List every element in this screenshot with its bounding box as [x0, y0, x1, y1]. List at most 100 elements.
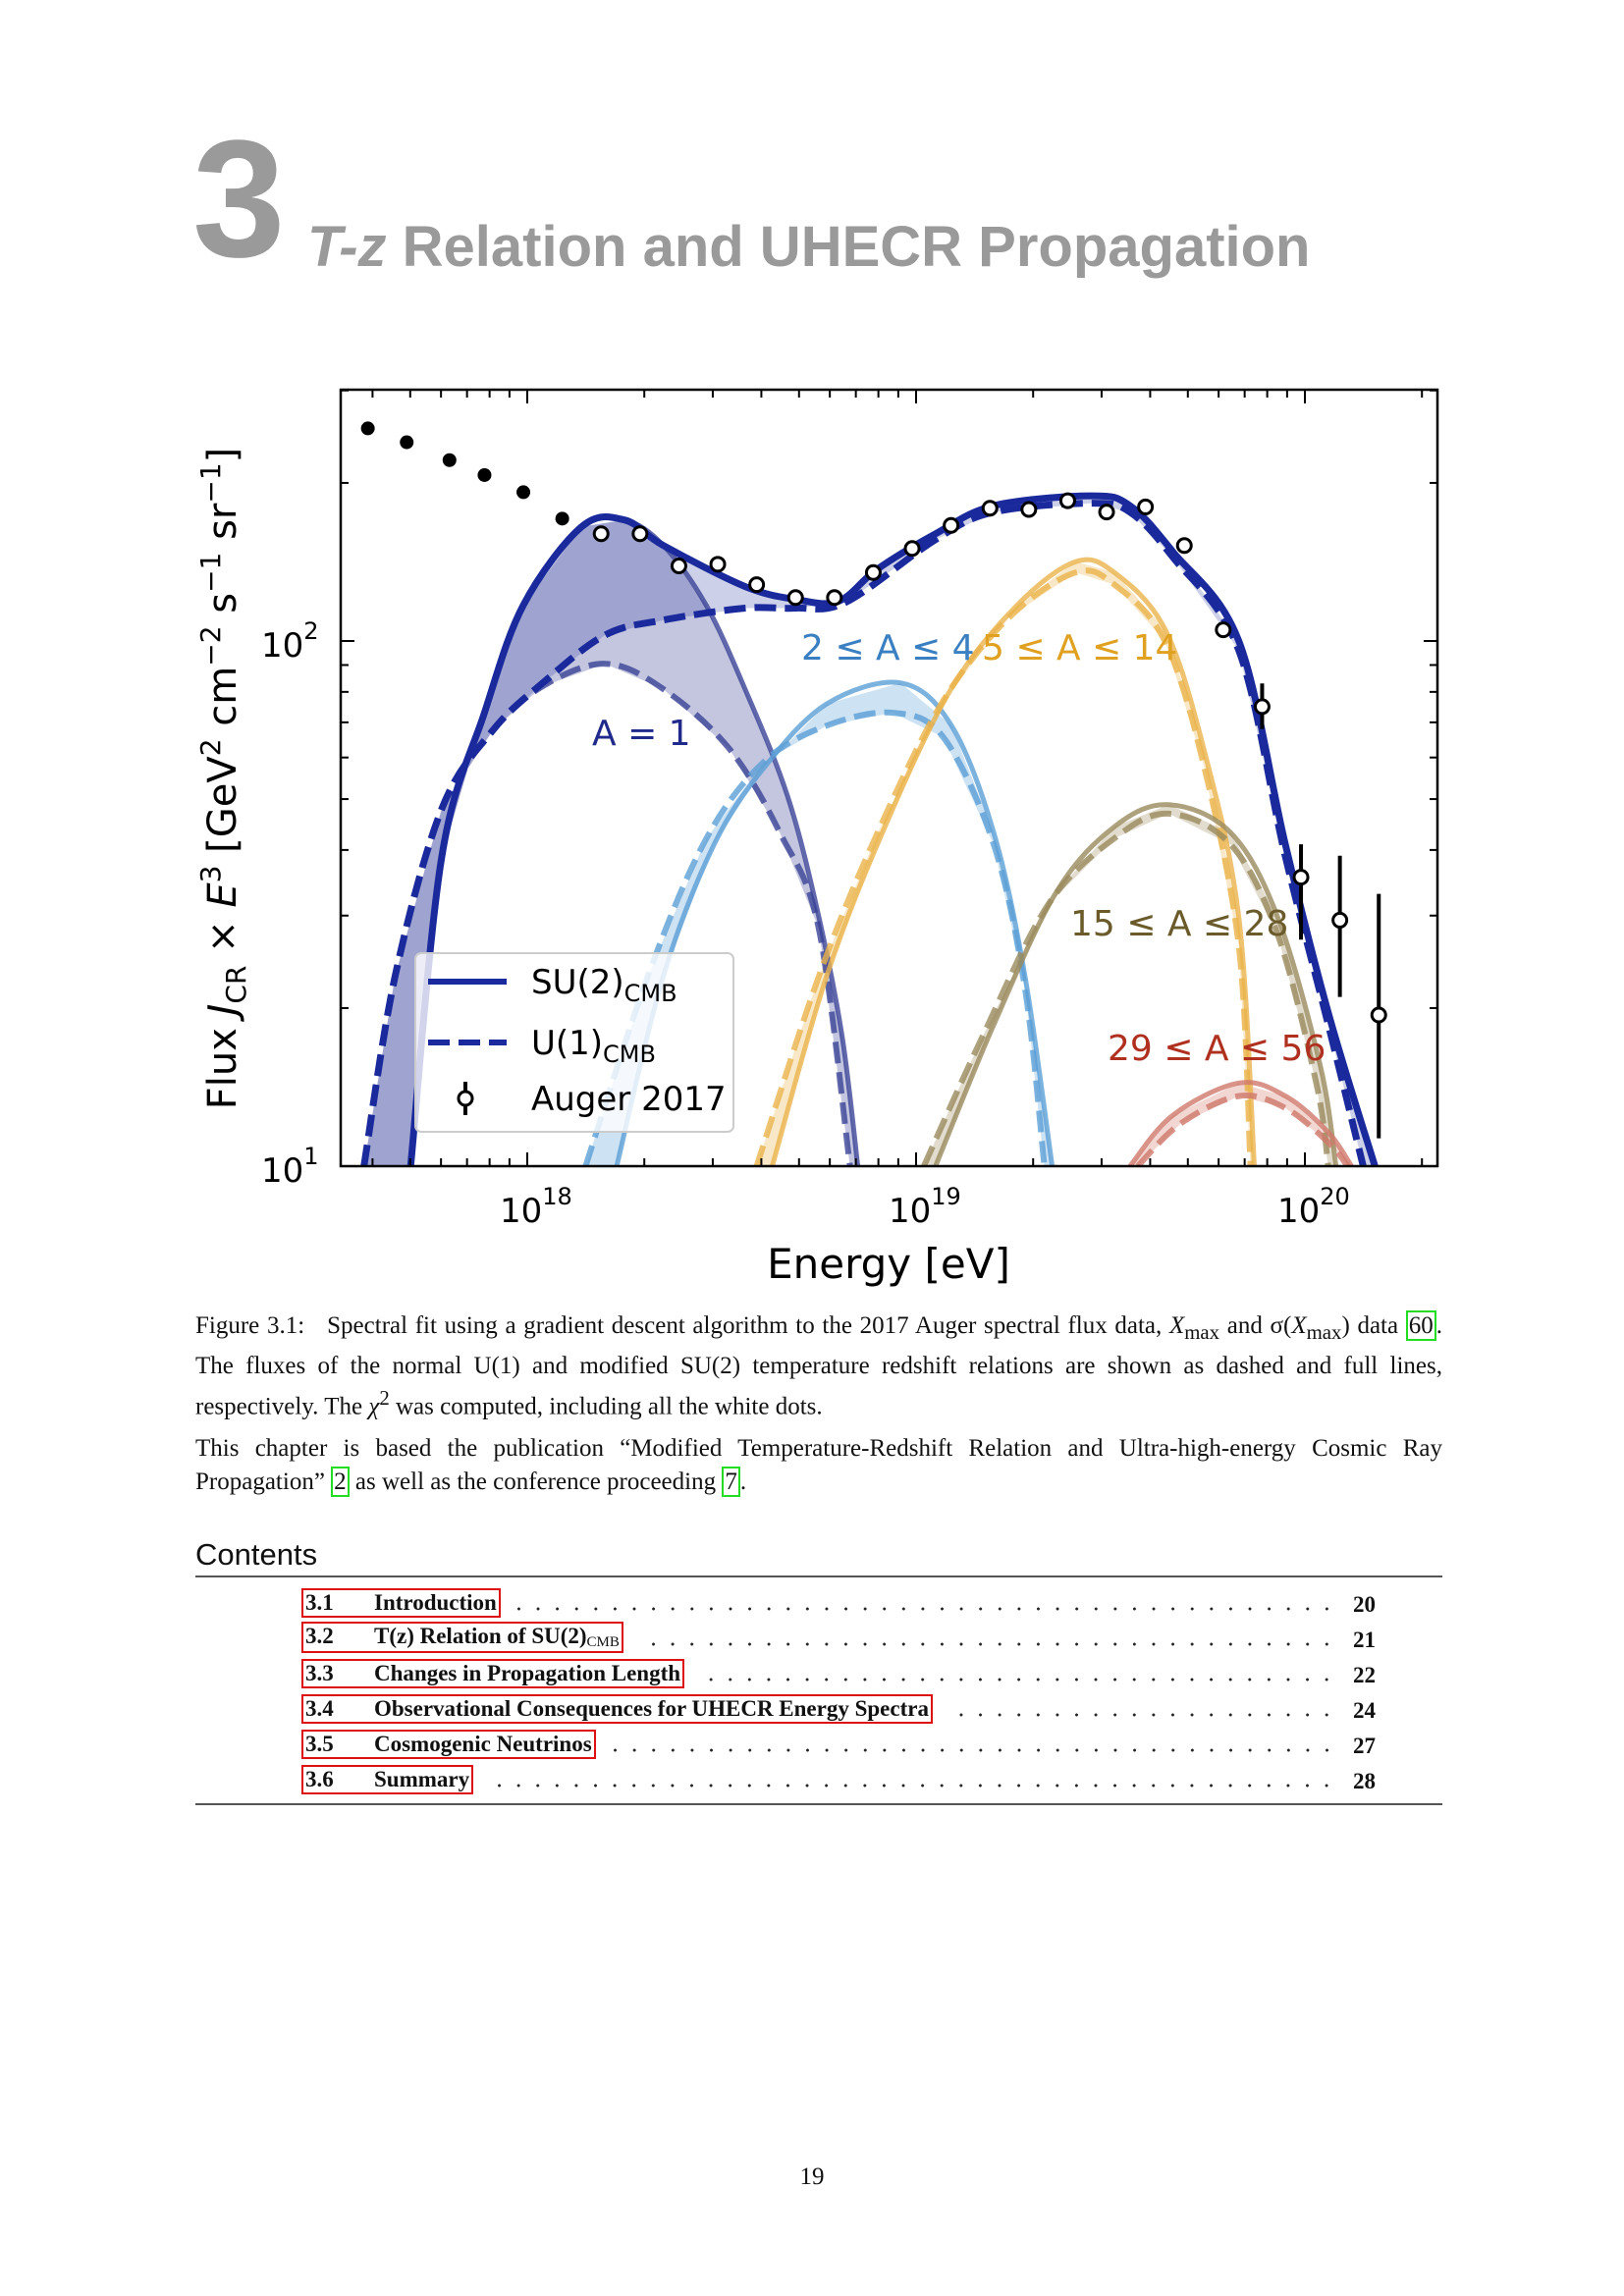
caption-math-sup: 2 — [379, 1386, 390, 1410]
data-point-white — [748, 576, 766, 594]
toc-title-text: Observational Consequences for UHECR Ene… — [374, 1696, 929, 1721]
tick-base: 10 — [500, 1192, 542, 1231]
toc-link[interactable]: 3.6 Summary — [301, 1765, 474, 1794]
band-15-a-28 — [923, 804, 1336, 1166]
data-point-white — [1098, 504, 1115, 521]
caption-label: Figure 3.1: — [195, 1312, 305, 1339]
toc-page-number: 21 — [1353, 1628, 1376, 1652]
toc-link[interactable]: 3.2 T(z) Relation of SU(2)CMB — [301, 1622, 623, 1653]
plot-frame — [339, 388, 1439, 1168]
label-29-a-56: 29 ≤ A ≤ 56 — [1108, 1029, 1326, 1069]
y-axis-label-part: ] — [200, 448, 245, 463]
solid-line-29-a-56 — [1127, 1080, 1354, 1166]
legend-frame — [414, 952, 734, 1133]
data-point-black — [477, 467, 492, 482]
tick-exponent: 20 — [1320, 1183, 1350, 1210]
paragraph-text: as well as the conference proceeding — [349, 1468, 723, 1495]
toc-leader-dots — [946, 1712, 1336, 1718]
toc-link[interactable]: 3.5 Cosmogenic Neutrinos — [301, 1730, 596, 1759]
toc-number: 3.6 — [305, 1767, 334, 1791]
legend-marker-icon — [457, 1090, 474, 1107]
y-axis-label-part: −1 — [194, 553, 227, 593]
toc-leader-dots — [636, 1641, 1336, 1647]
toc-page-number: 20 — [1353, 1592, 1376, 1617]
citation-link[interactable]: 2 — [331, 1466, 350, 1497]
data-point-white — [1292, 869, 1310, 886]
figure-caption: Figure 3.1: Spectral fit using a gradien… — [195, 1309, 1442, 1423]
toc-page-number: 28 — [1353, 1769, 1376, 1793]
citation-link[interactable]: 7 — [722, 1466, 740, 1497]
label-5-a-14: 5 ≤ A ≤ 14 — [982, 628, 1177, 668]
paragraph-text: This chapter is based the publication “M… — [195, 1435, 1442, 1495]
y-axis-label-part: sr — [200, 503, 245, 553]
toc-link[interactable]: 3.1 Introduction — [301, 1588, 501, 1618]
data-point-white — [1253, 698, 1271, 716]
dashed-line-15-a-28 — [921, 810, 1331, 1166]
toc-entry: 3.2 T(z) Relation of SU(2)CMB 21 — [301, 1618, 1376, 1653]
tick-base: 10 — [889, 1192, 931, 1231]
toc-title: Cosmogenic Neutrinos — [374, 1732, 592, 1757]
data-point-black — [516, 485, 531, 500]
tick-exponent: 2 — [303, 617, 318, 645]
toc-page-number: 27 — [1353, 1734, 1376, 1758]
toc-page-number: 24 — [1353, 1698, 1376, 1723]
data-point-black — [400, 435, 414, 450]
contents-bottom-rule — [195, 1803, 1442, 1805]
data-point-black — [360, 421, 375, 436]
legend-label-text: Auger 2017 — [531, 1080, 727, 1119]
x-axis-label: Energy [eV] — [767, 1240, 1010, 1288]
toc-entry: 3.4 Observational Consequences for UHECR… — [301, 1688, 1376, 1724]
toc-title: Summary — [374, 1767, 469, 1792]
toc-number: 3.3 — [305, 1661, 334, 1685]
toc-title: Introduction — [374, 1590, 497, 1616]
solid-line-5-a-14 — [770, 557, 1257, 1166]
y-axis-label-part: [GeV — [200, 756, 245, 866]
caption-text: Spectral fit using a gradient descent al… — [327, 1312, 1169, 1339]
toc-title-text: Cosmogenic Neutrinos — [374, 1732, 592, 1756]
tick-exponent: 18 — [542, 1183, 572, 1210]
toc-number: 3.4 — [305, 1696, 334, 1721]
tick-exponent: 1 — [303, 1143, 318, 1170]
dashed-line-5-a-14 — [753, 567, 1254, 1166]
caption-text: was computed, including all the white do… — [389, 1393, 823, 1420]
citation-link[interactable]: 60 — [1405, 1310, 1436, 1341]
toc-title: Changes in Propagation Length — [374, 1661, 680, 1686]
toc-entry: 3.5 Cosmogenic Neutrinos 27 — [301, 1724, 1376, 1759]
toc-title-sub: CMB — [586, 1634, 620, 1650]
solid-line-2-a-4 — [614, 679, 1056, 1166]
caption-math-sub: max — [1184, 1320, 1220, 1344]
y-axis-label-part: −1 — [194, 462, 227, 503]
data-point-white — [864, 563, 882, 581]
data-point-white — [826, 589, 843, 607]
toc-link[interactable]: 3.3 Changes in Propagation Length — [301, 1659, 685, 1688]
toc-title: Observational Consequences for UHECR Ene… — [374, 1696, 929, 1722]
toc-leader-dots — [609, 1747, 1336, 1753]
label-2-a-4: 2 ≤ A ≤ 4 — [801, 628, 975, 668]
y-axis-label-part: × — [200, 908, 245, 966]
contents-top-rule — [195, 1575, 1442, 1577]
toc-leader-dots — [487, 1783, 1336, 1789]
tick-base: 10 — [261, 626, 303, 666]
solid-line-total — [406, 492, 1379, 1166]
data-point-white — [592, 525, 610, 543]
toc-leader-dots — [698, 1677, 1336, 1682]
legend-entry-label: Auger 2017 — [531, 1080, 727, 1119]
data-point-black — [442, 453, 457, 467]
solid-line-15-a-28 — [933, 802, 1339, 1166]
toc-title-text: Summary — [374, 1767, 470, 1791]
data-point-white — [981, 500, 999, 517]
toc-link[interactable]: 3.4 Observational Consequences for UHECR… — [301, 1694, 933, 1724]
toc-title-text: Introduction — [374, 1590, 497, 1615]
data-point-white — [709, 556, 727, 573]
contents-heading: Contents — [195, 1537, 318, 1572]
y-tick-label: 101 — [261, 1143, 319, 1191]
legend-label-sub: CMB — [624, 980, 677, 1007]
toc-number: 3.2 — [305, 1624, 334, 1648]
y-axis-label-part: Flux — [200, 1015, 245, 1109]
data-point-white — [786, 589, 804, 607]
tick-base: 10 — [261, 1151, 303, 1191]
label-a-1: A = 1 — [592, 714, 691, 754]
table-of-contents: 3.1 Introduction 20 3.2 T(z) Relation of… — [301, 1582, 1376, 1794]
legend-label-text: SU(2) — [531, 963, 624, 1002]
